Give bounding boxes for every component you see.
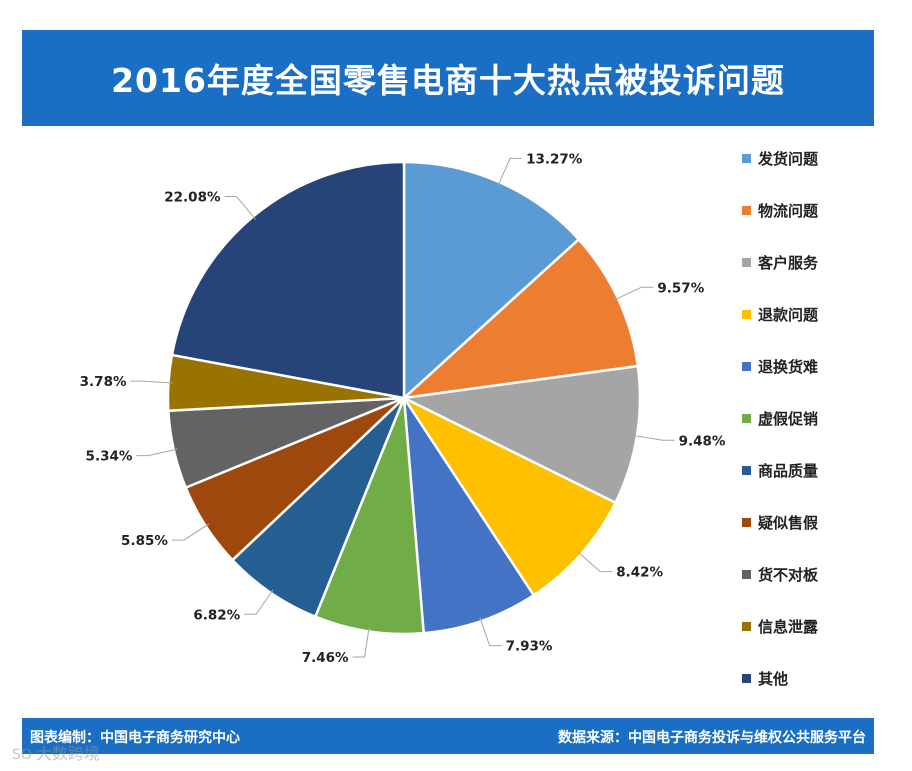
legend-item-10: 信息泄露: [742, 616, 818, 636]
legend-item-7: 商品质量: [742, 460, 818, 480]
legend-swatch: [742, 257, 751, 267]
leader-line-6: [352, 627, 370, 658]
legend-label: 疑似售假: [758, 513, 819, 532]
legend-label: 发货问题: [758, 149, 819, 168]
legend-swatch: [742, 517, 751, 527]
footer-bar: 图表编制：中国电子商务研究中心 数据来源：中国电子商务投诉与维权公共服务平台: [22, 718, 874, 754]
legend-swatch: [742, 309, 751, 319]
data-label-4: 8.42%: [616, 565, 663, 581]
legend-label: 物流问题: [758, 201, 819, 220]
data-label-9: 5.34%: [86, 449, 133, 465]
data-label-2: 9.57%: [657, 280, 704, 296]
legend-label: 商品质量: [758, 461, 819, 480]
legend-swatch: [742, 205, 751, 215]
leader-line-8: [171, 523, 210, 541]
legend-item-1: 发货问题: [742, 148, 818, 168]
legend-label: 信息泄露: [758, 617, 819, 636]
legend-item-9: 货不对板: [742, 564, 818, 584]
legend-item-8: 疑似售假: [742, 512, 818, 532]
legend-swatch: [742, 569, 751, 579]
legend-item-2: 物流问题: [742, 200, 818, 220]
watermark-text: 大数跨境: [35, 744, 100, 763]
legend-label: 其他: [758, 669, 789, 688]
legend-item-11: 其他: [742, 668, 788, 688]
title-bar: 2016年度全国零售电商十大热点被投诉问题: [22, 30, 874, 126]
leader-line-7: [244, 589, 274, 615]
legend-label: 货不对板: [758, 565, 819, 584]
data-label-6: 7.46%: [302, 650, 349, 666]
footer-compiler: 图表编制：中国电子商务研究中心: [30, 730, 240, 746]
data-label-3: 9.48%: [679, 433, 726, 449]
leader-line-1: [497, 157, 523, 187]
legend-item-3: 客户服务: [742, 252, 818, 272]
leader-line-2: [614, 286, 654, 301]
legend-label: 客户服务: [758, 253, 819, 272]
watermark: SO 大数跨境: [12, 740, 100, 764]
leader-line-10: [130, 380, 173, 384]
leader-line-3: [632, 434, 675, 441]
legend-swatch: [742, 413, 751, 423]
data-label-10: 3.78%: [80, 374, 127, 390]
legend-swatch: [742, 153, 751, 163]
leader-line-9: [136, 448, 178, 457]
chart-title: 2016年度全国零售电商十大热点被投诉问题: [111, 61, 785, 100]
leader-line-5: [479, 617, 502, 647]
footer-source: 数据来源：中国电子商务投诉与维权公共服务平台: [558, 730, 866, 746]
legend-label: 退款问题: [758, 305, 819, 324]
watermark-logo: SO: [12, 747, 32, 763]
leader-line-11: [224, 196, 257, 220]
data-label-11: 22.08%: [164, 190, 221, 206]
data-label-8: 5.85%: [121, 533, 168, 549]
legend-label: 退换货难: [758, 357, 819, 376]
legend-label: 虚假促销: [758, 409, 819, 428]
data-label-1: 13.27%: [526, 151, 583, 167]
leader-line-4: [577, 551, 613, 573]
legend-swatch: [742, 621, 751, 631]
legend-swatch: [742, 465, 751, 475]
legend-swatch: [742, 673, 751, 683]
data-label-5: 7.93%: [506, 639, 553, 655]
legend-item-4: 退款问题: [742, 304, 818, 324]
legend-item-6: 虚假促销: [742, 408, 818, 428]
data-label-7: 6.82%: [193, 607, 240, 623]
legend-swatch: [742, 361, 751, 371]
legend-item-5: 退换货难: [742, 356, 818, 376]
